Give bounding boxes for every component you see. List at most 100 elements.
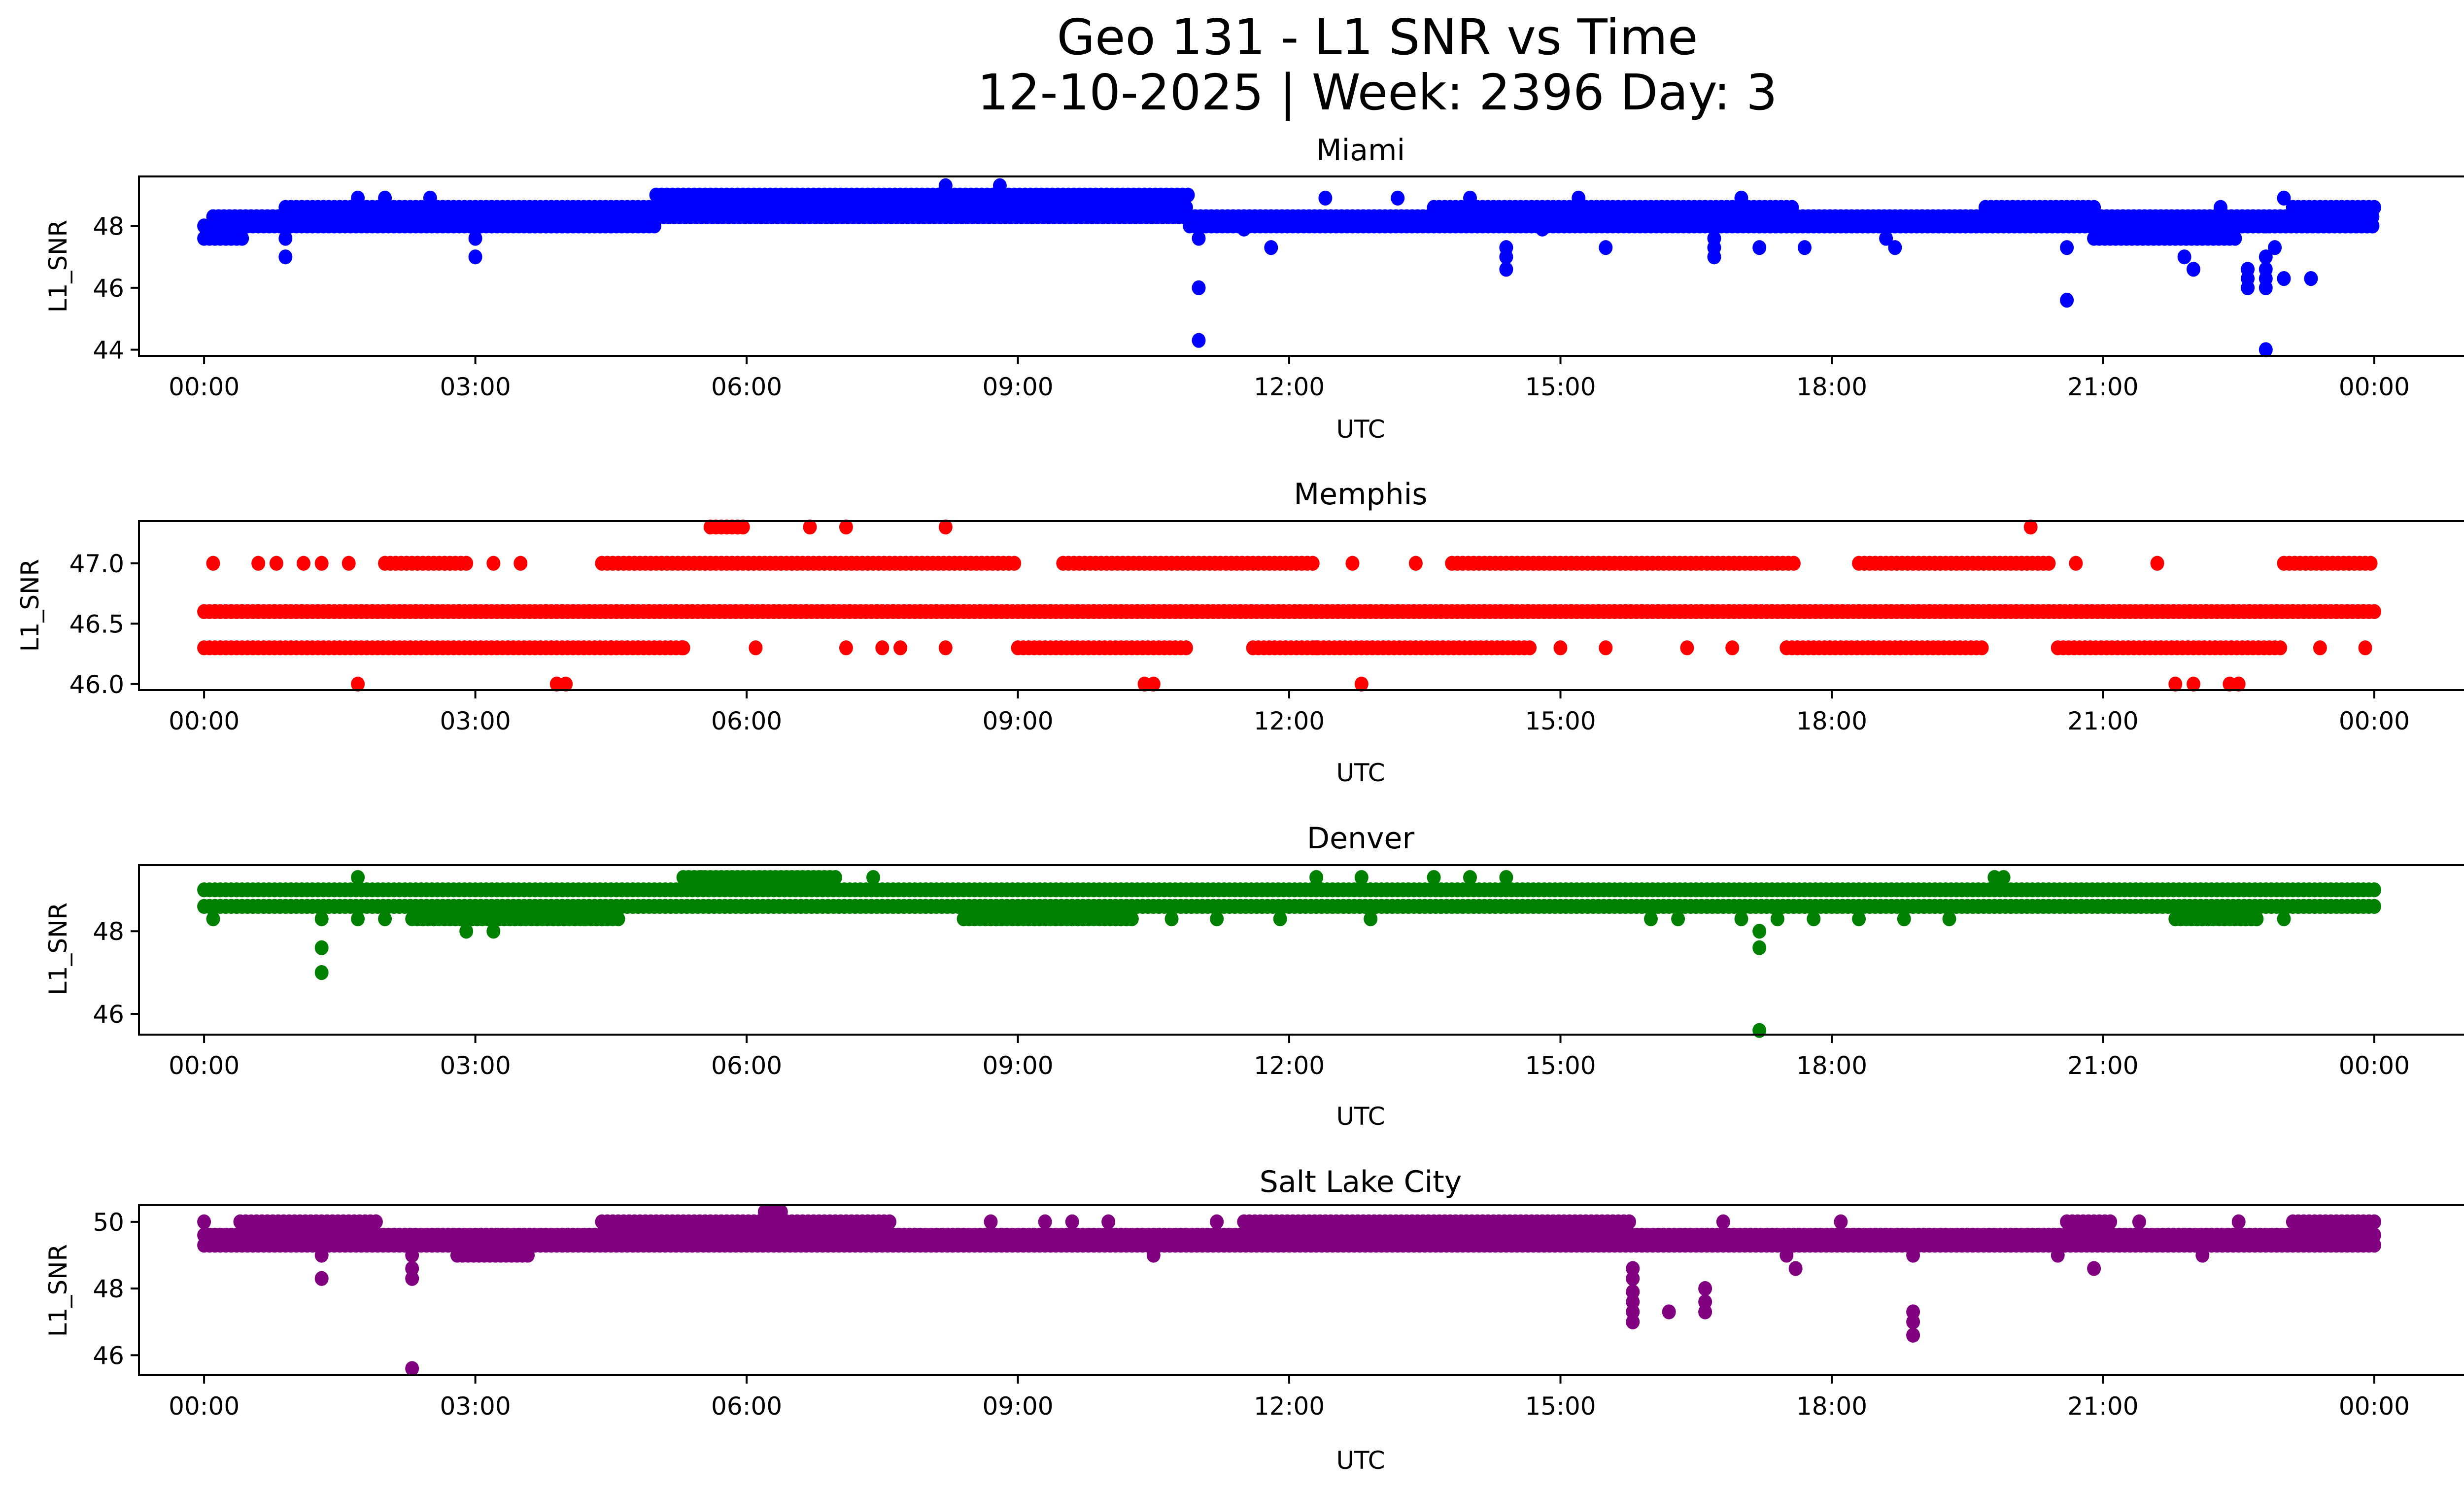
x-tick-label: 09:00 <box>983 707 1054 735</box>
data-point <box>1354 870 1369 885</box>
data-point <box>2367 1214 2381 1229</box>
data-point <box>1788 1261 1803 1276</box>
x-tick-label: 00:00 <box>2339 1051 2410 1080</box>
subplot-title: Salt Lake City <box>1260 1165 1462 1199</box>
data-point <box>2177 249 2191 265</box>
data-point <box>1834 1214 1848 1229</box>
y-tick-label: 46 <box>93 1000 124 1029</box>
data-point <box>1101 1214 1116 1229</box>
data-point <box>2277 271 2291 286</box>
data-point <box>1626 1271 1640 1286</box>
data-point <box>1146 1248 1161 1263</box>
data-point <box>2259 218 2273 234</box>
data-point <box>1942 911 1956 927</box>
data-point <box>1463 870 1477 885</box>
data-point <box>1309 870 1324 885</box>
data-point <box>2363 556 2378 571</box>
data-point <box>1770 911 1784 927</box>
data-point <box>314 911 329 927</box>
x-tick-label: 15:00 <box>1525 1392 1596 1421</box>
data-point <box>2231 1214 2246 1229</box>
x-tick-label: 09:00 <box>983 1392 1054 1421</box>
data-point <box>1391 190 1405 206</box>
data-point <box>774 1204 788 1219</box>
y-tick-label: 47.0 <box>69 550 124 578</box>
data-point <box>893 640 907 656</box>
x-tick-label: 18:00 <box>1796 1392 1867 1421</box>
x-tick-label: 00:00 <box>2339 373 2410 401</box>
data-point <box>1725 640 1740 656</box>
data-point <box>1318 190 1333 206</box>
data-point <box>1716 1214 1730 1229</box>
data-point <box>2228 231 2242 246</box>
data-point <box>1698 1304 1712 1320</box>
y-tick-label: 46.5 <box>69 610 124 638</box>
x-tick-label: 06:00 <box>711 1051 782 1080</box>
data-point <box>2187 262 2200 277</box>
data-point <box>1785 200 1799 215</box>
data-point <box>1707 249 1721 265</box>
data-point <box>1354 676 1369 692</box>
data-point <box>1237 221 1251 237</box>
x-tick-label: 21:00 <box>2067 707 2138 735</box>
data-point <box>351 870 365 885</box>
data-point <box>2277 911 2291 927</box>
data-point <box>1888 240 1902 255</box>
data-point <box>459 924 474 939</box>
data-point <box>206 556 220 571</box>
data-point <box>1192 231 1206 246</box>
data-point <box>1807 911 1821 927</box>
data-point <box>521 1248 535 1263</box>
data-point <box>803 520 817 535</box>
axes-frame <box>138 175 2464 357</box>
x-tick-label: 21:00 <box>2067 373 2138 401</box>
data-point <box>278 231 293 246</box>
x-tick-label: 18:00 <box>1796 1051 1867 1080</box>
data-point <box>749 640 763 656</box>
data-point <box>1273 911 1287 927</box>
x-tick-label: 21:00 <box>2067 1392 2138 1421</box>
x-tick-label: 09:00 <box>983 1051 1054 1080</box>
x-tick-label: 03:00 <box>440 373 511 401</box>
data-point <box>1897 911 1911 927</box>
data-point <box>1734 911 1748 927</box>
data-point <box>1996 870 2011 885</box>
data-point <box>1752 1023 1767 1038</box>
data-point <box>468 249 482 265</box>
data-point <box>2367 604 2381 619</box>
data-point <box>984 1214 998 1229</box>
x-tick-label: 00:00 <box>169 1392 240 1421</box>
x-tick-label: 18:00 <box>1796 373 1867 401</box>
data-point <box>1553 640 1568 656</box>
data-point <box>1879 231 1893 246</box>
data-point <box>1192 280 1206 296</box>
x-tick-label: 12:00 <box>1254 1051 1325 1080</box>
x-tick-label: 09:00 <box>983 373 1054 401</box>
subplot-miami: Miami UTC L1_SNR 00:00 03:00 06:00 09:00 12:… <box>44 133 2464 444</box>
data-point <box>604 640 618 656</box>
data-point <box>1752 240 1767 255</box>
data-point <box>1125 911 1139 927</box>
x-tick-label: 15:00 <box>1525 707 1596 735</box>
x-tick-label: 12:00 <box>1254 707 1325 735</box>
data-point <box>1181 187 1195 203</box>
data-point <box>2087 200 2101 215</box>
data-point <box>2231 676 2246 692</box>
data-point <box>2103 1214 2118 1229</box>
y-tick-label: 46.0 <box>69 670 124 699</box>
data-point <box>2259 249 2273 265</box>
data-point <box>2060 292 2074 308</box>
data-point <box>1427 870 1441 885</box>
data-point <box>1752 940 1767 955</box>
x-tick-label: 12:00 <box>1254 373 1325 401</box>
data-point <box>1408 556 1423 571</box>
data-point <box>314 1248 329 1263</box>
y-axis-label: L1_SNR <box>44 220 72 313</box>
data-point <box>1599 640 1613 656</box>
x-tick-label: 00:00 <box>2339 707 2410 735</box>
data-point <box>694 870 709 885</box>
data-point <box>2259 280 2273 296</box>
data-point <box>1264 240 1278 255</box>
data-point <box>2241 280 2255 296</box>
data-point <box>1734 190 1748 206</box>
